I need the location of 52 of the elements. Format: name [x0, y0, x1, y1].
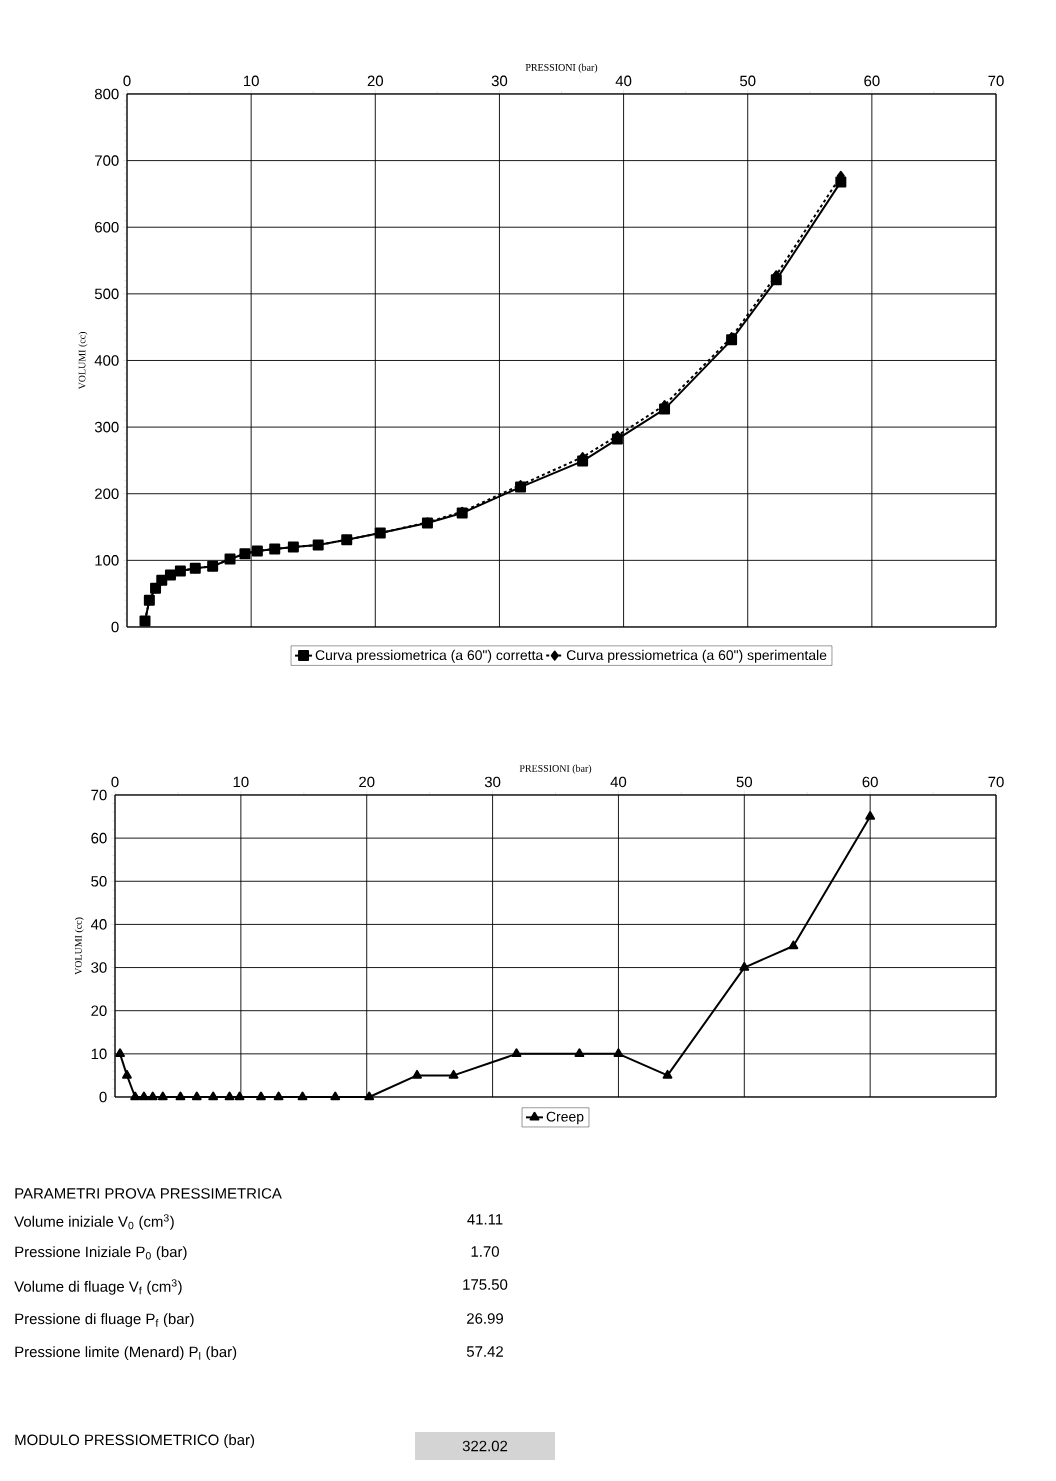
text: 57.42 — [466, 1346, 503, 1357]
x-tick-label: 70 — [988, 776, 1004, 788]
text: MODULO PRESSIOMETRICO (bar) — [15, 1434, 255, 1449]
text: Pressione limite (Menard) P$_{l}$ (bar) — [15, 1346, 237, 1361]
x-tick-label: 70 — [988, 75, 1004, 87]
y-tick-label: 70 — [91, 789, 107, 801]
text: PARAMETRI PROVA PRESSIMETRICA — [15, 1188, 282, 1199]
x-tick-label: 60 — [862, 776, 878, 788]
legend-label: Creep — [546, 1111, 584, 1125]
text: 322.02 — [462, 1440, 508, 1452]
legend-label: Curva pressiometrica (a 60") corretta — [315, 649, 544, 663]
y-tick-label: 40 — [90, 919, 107, 930]
y-tick-label: 300 — [94, 421, 119, 433]
x-axis-title: PRESSIONI (bar) — [519, 764, 592, 774]
x-tick-label: 10 — [233, 776, 249, 788]
x-tick-label: 50 — [736, 776, 753, 788]
x-tick-label: 10 — [243, 75, 259, 87]
y-tick-label: 600 — [95, 221, 119, 233]
y-tick-label: 0 — [111, 621, 119, 633]
y-tick-label: 30 — [91, 962, 107, 973]
y-tick-label: 800 — [94, 88, 119, 100]
x-tick-label: 40 — [615, 75, 632, 87]
text: Volume di fluage V$_{f}$ (cm$^{3}$) — [14, 1279, 182, 1295]
y-tick-label: 400 — [94, 355, 119, 366]
x-tick-label: 30 — [491, 75, 508, 87]
y-tick-label: 500 — [94, 288, 119, 300]
text: Pressione Iniziale P$_{0}$ (bar) — [15, 1246, 187, 1261]
x-tick-label: 30 — [484, 776, 501, 788]
text: 26.99 — [467, 1313, 503, 1324]
x-tick-label: 20 — [359, 776, 375, 788]
text: 41.11 — [467, 1214, 503, 1225]
text: 175.50 — [463, 1279, 508, 1290]
x-tick-label: 0 — [123, 75, 131, 87]
y-axis-title: VOLUMI (cc) — [78, 332, 88, 390]
y-tick-label: 50 — [91, 875, 107, 887]
x-tick-label: 60 — [864, 75, 880, 87]
y-tick-label: 20 — [91, 1005, 107, 1016]
text: Pressione di fluage P$_{f}$ (bar) — [15, 1313, 194, 1328]
y-tick-label: 60 — [91, 832, 107, 844]
y-axis-title: VOLUMI (cc) — [74, 917, 84, 975]
y-tick-label: 700 — [95, 155, 119, 166]
text: Volume iniziale V$_{0}$ (cm$^{3}$) — [14, 1214, 174, 1230]
legend-label: Curva pressiometrica (a 60") sperimentale — [566, 649, 827, 663]
y-tick-label: 10 — [91, 1048, 107, 1060]
y-tick-label: 0 — [99, 1091, 107, 1103]
x-tick-label: 20 — [367, 75, 384, 87]
x-axis-title: PRESSIONI (bar) — [525, 63, 598, 73]
y-tick-label: 100 — [95, 555, 119, 566]
x-tick-label: 40 — [610, 776, 627, 788]
text: 1.70 — [471, 1246, 499, 1257]
x-tick-label: 50 — [740, 75, 756, 87]
y-tick-label: 200 — [95, 488, 119, 500]
